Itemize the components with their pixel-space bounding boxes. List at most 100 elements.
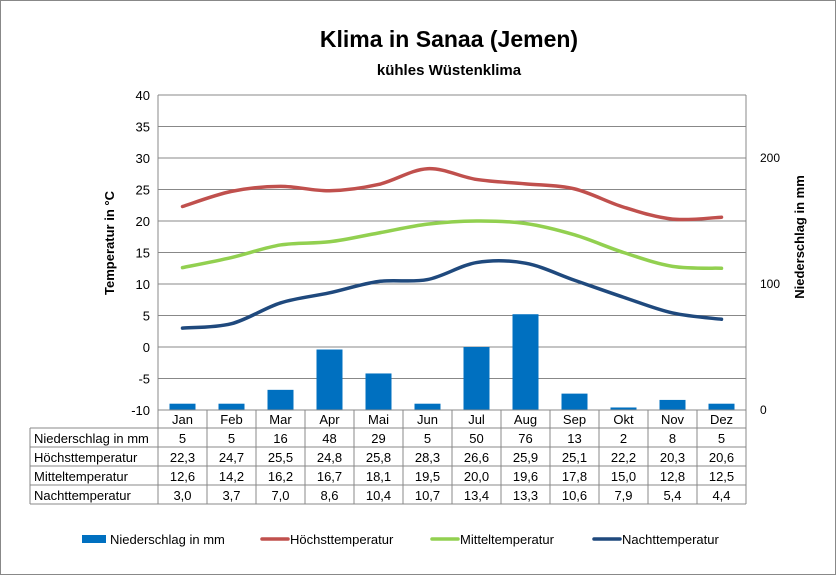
month-label: Nov: [661, 412, 685, 427]
table-cell: 25,8: [366, 450, 391, 465]
table-cell: 20,3: [660, 450, 685, 465]
table-cell: 12,6: [170, 469, 195, 484]
y-tick-label: 25: [136, 183, 150, 198]
table-cell: 50: [469, 431, 483, 446]
table-cell: 5: [424, 431, 431, 446]
table-cell: 16,2: [268, 469, 293, 484]
table-cell: 13,4: [464, 488, 489, 503]
bar-jan: [169, 403, 196, 410]
legend-label: Niederschlag in mm: [110, 532, 225, 547]
table-cell: 19,6: [513, 469, 538, 484]
legend-label: Nachttemperatur: [622, 532, 719, 547]
month-label: Aug: [514, 412, 537, 427]
table-cell: 5: [228, 431, 235, 446]
table-row-label: Niederschlag in mm: [34, 431, 149, 446]
table-cell: 12,8: [660, 469, 685, 484]
y2-tick-label: 200: [760, 151, 780, 165]
bar-apr: [316, 349, 343, 410]
y-tick-label: 30: [136, 151, 150, 166]
table-cell: 17,8: [562, 469, 587, 484]
table-row-label: Nachttemperatur: [34, 488, 131, 503]
table-cell: 76: [518, 431, 532, 446]
table-cell: 7,0: [271, 488, 289, 503]
chart-title: Klima in Sanaa (Jemen): [320, 26, 578, 52]
table-cell: 13: [567, 431, 581, 446]
line-series-2: [180, 219, 724, 270]
month-label: Jan: [172, 412, 193, 427]
table-cell: 13,3: [513, 488, 538, 503]
table-cell: 19,5: [415, 469, 440, 484]
table-cell: 4,4: [712, 488, 730, 503]
table-cell: 3,7: [222, 488, 240, 503]
month-label: Feb: [220, 412, 242, 427]
bar-jul: [463, 347, 490, 410]
table-cell: 8: [669, 431, 676, 446]
y-tick-label: -5: [138, 372, 150, 387]
table-cell: 20,6: [709, 450, 734, 465]
bar-dez: [708, 403, 735, 410]
y-tick-label: 15: [136, 246, 150, 261]
table-cell: 5: [179, 431, 186, 446]
y-tick-label: 35: [136, 120, 150, 135]
bar-jun: [414, 403, 441, 410]
table-cell: 25,1: [562, 450, 587, 465]
table-cell: 22,2: [611, 450, 636, 465]
month-label: Jun: [417, 412, 438, 427]
table-cell: 14,2: [219, 469, 244, 484]
month-label: Sep: [563, 412, 586, 427]
month-label: Apr: [319, 412, 340, 427]
bar-mar: [267, 389, 294, 410]
bar-nov: [659, 399, 686, 410]
table-cell: 25,5: [268, 450, 293, 465]
y-tick-label: 20: [136, 214, 150, 229]
y-tick-label: 0: [143, 340, 150, 355]
bar-okt: [610, 407, 637, 410]
table-cell: 12,5: [709, 469, 734, 484]
table-cell: 8,6: [320, 488, 338, 503]
y2-axis-label: Niederschlag in mm: [792, 175, 807, 299]
legend-label: Mitteltemperatur: [460, 532, 555, 547]
bar-mai: [365, 373, 392, 410]
y2-tick-label: 0: [760, 403, 767, 417]
table-cell: 10,7: [415, 488, 440, 503]
table-cell: 15,0: [611, 469, 636, 484]
table-cell: 10,4: [366, 488, 391, 503]
table-cell: 5,4: [663, 488, 681, 503]
y-tick-label: 10: [136, 277, 150, 292]
legend-swatch-bar: [82, 535, 106, 543]
table-cell: 10,6: [562, 488, 587, 503]
legend-label: Höchsttemperatur: [290, 532, 394, 547]
bar-feb: [218, 403, 245, 410]
table-cell: 5: [718, 431, 725, 446]
table-cell: 3,0: [173, 488, 191, 503]
table-cell: 22,3: [170, 450, 195, 465]
table-cell: 18,1: [366, 469, 391, 484]
line-series-3: [180, 259, 724, 330]
y-tick-label: 40: [136, 88, 150, 103]
y-tick-label: -10: [131, 403, 150, 418]
y-tick-label: 5: [143, 309, 150, 324]
table-cell: 28,3: [415, 450, 440, 465]
table-cell: 24,7: [219, 450, 244, 465]
bar-aug: [512, 314, 539, 410]
month-label: Mai: [368, 412, 389, 427]
table-cell: 24,8: [317, 450, 342, 465]
table-row-label: Mitteltemperatur: [34, 469, 129, 484]
line-series-1: [180, 166, 724, 222]
month-label: Jul: [468, 412, 485, 427]
table-row-label: Höchsttemperatur: [34, 450, 138, 465]
table-cell: 16: [273, 431, 287, 446]
month-label: Okt: [613, 412, 634, 427]
y2-tick-label: 100: [760, 277, 780, 291]
month-label: Dez: [710, 412, 733, 427]
bar-sep: [561, 393, 588, 410]
table-cell: 48: [322, 431, 336, 446]
table-cell: 25,9: [513, 450, 538, 465]
table-cell: 26,6: [464, 450, 489, 465]
table-cell: 16,7: [317, 469, 342, 484]
table-cell: 2: [620, 431, 627, 446]
y-axis-label: Temperatur in °C: [102, 190, 117, 295]
table-cell: 7,9: [614, 488, 632, 503]
month-label: Mar: [269, 412, 292, 427]
